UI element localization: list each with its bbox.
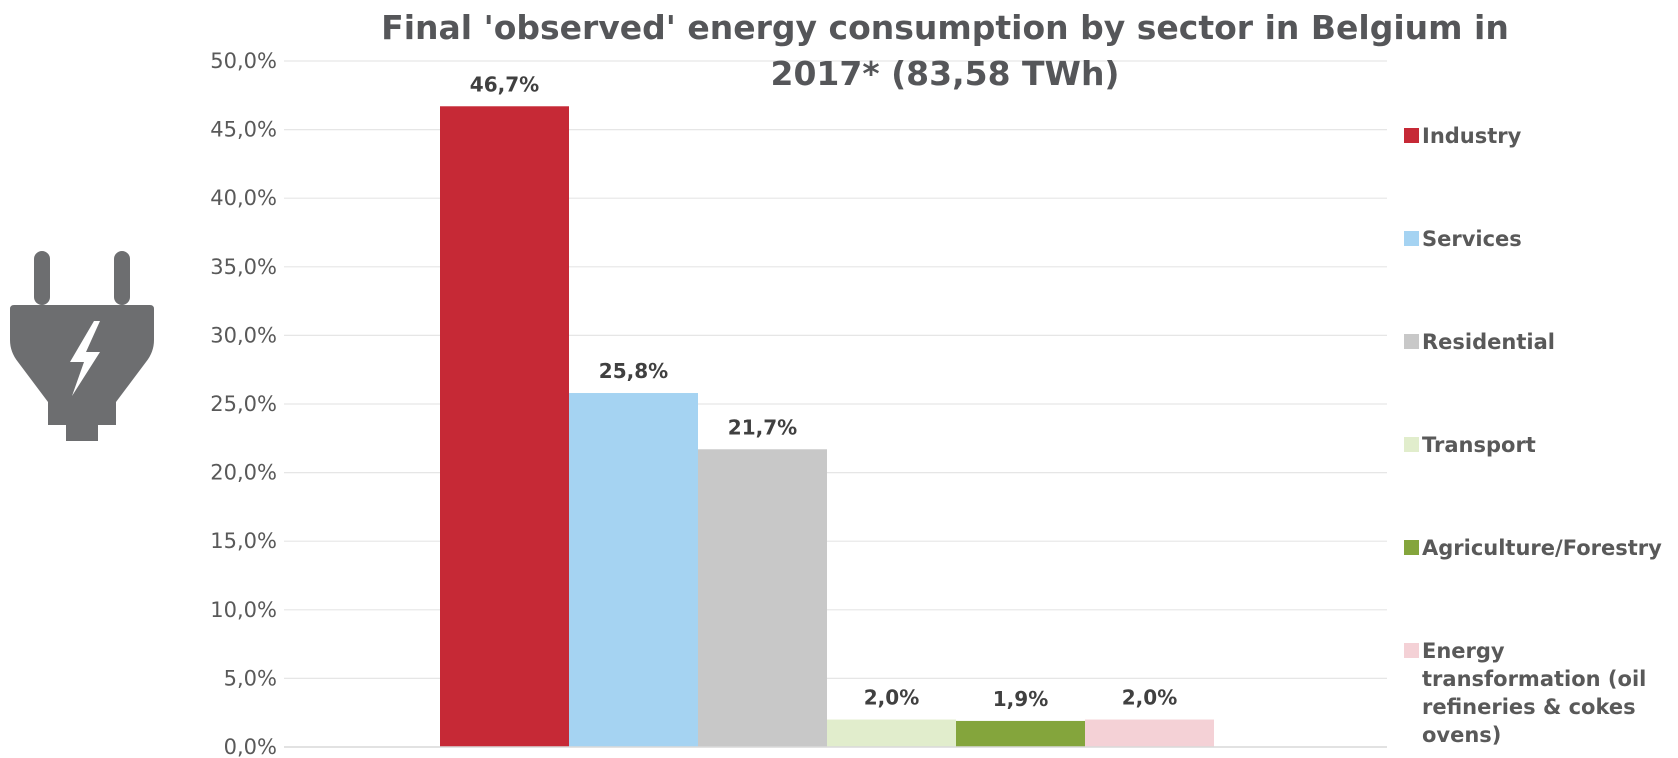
legend-label: Agriculture/Forestry <box>1422 536 1662 560</box>
y-tick-label: 35,0% <box>210 255 277 279</box>
legend-swatch <box>1404 231 1419 246</box>
legend-swatch <box>1404 643 1419 658</box>
y-tick-label: 50,0% <box>210 49 277 73</box>
legend-item: Agriculture/Forestry <box>1404 536 1662 560</box>
y-tick-label: 25,0% <box>210 392 277 416</box>
plug-prong-left <box>34 251 50 305</box>
bar <box>956 720 1085 747</box>
y-tick-label: 10,0% <box>210 598 277 622</box>
legend-label: Industry <box>1422 124 1522 148</box>
y-tick-label: 40,0% <box>210 186 277 210</box>
y-tick-label: 15,0% <box>210 529 277 553</box>
legend-item: Energy transformation (oil refineries & co… <box>1404 639 1646 747</box>
chart-title-line-2: 2017* (83,58 TWh) <box>770 54 1119 93</box>
y-tick-label: 45,0% <box>210 118 277 142</box>
legend-label: Energy transformation (oil refineries & co… <box>1422 639 1646 747</box>
bar <box>827 719 956 747</box>
data-label: 1,9% <box>993 687 1048 711</box>
legend-item: Services <box>1404 227 1522 251</box>
legend-swatch <box>1404 437 1419 452</box>
bar <box>698 449 827 747</box>
chart-title-line-1: Final 'observed' energy consumption by s… <box>381 8 1509 47</box>
legend-label: Services <box>1422 227 1522 251</box>
bar <box>440 106 569 747</box>
data-label: 25,8% <box>599 359 668 383</box>
bars <box>440 106 1214 747</box>
plug-icon <box>10 251 154 441</box>
legend-label: Transport <box>1422 433 1536 457</box>
y-axis-ticks: 0,0% 5,0% 10,0% 15,0% 20,0% 25,0% 30,0% 35,0% 40… <box>210 49 277 758</box>
legend-label: Residential <box>1422 330 1555 354</box>
y-tick-label: 30,0% <box>210 323 277 347</box>
data-label: 2,0% <box>1122 686 1177 710</box>
data-label: 21,7% <box>728 415 797 439</box>
y-tick-label: 0,0% <box>224 735 277 758</box>
legend-item: Transport <box>1404 433 1536 457</box>
data-label: 2,0% <box>864 686 919 710</box>
y-tick-label: 5,0% <box>224 666 277 690</box>
bar <box>569 393 698 747</box>
bar <box>1085 719 1214 747</box>
plug-prong-right <box>114 251 130 305</box>
y-tick-label: 20,0% <box>210 461 277 485</box>
legend-swatch <box>1404 540 1419 555</box>
data-labels: 46,7% 25,8% 21,7% 2,0% 1,9% 2,0% <box>470 72 1177 711</box>
legend: Industry Services Residential Transport Agri… <box>1404 124 1662 747</box>
data-label: 46,7% <box>470 72 539 96</box>
legend-item: Industry <box>1404 124 1522 148</box>
lightning-bolt <box>70 321 100 396</box>
legend-swatch <box>1404 128 1419 143</box>
legend-item: Residential <box>1404 330 1555 354</box>
legend-swatch <box>1404 334 1419 349</box>
